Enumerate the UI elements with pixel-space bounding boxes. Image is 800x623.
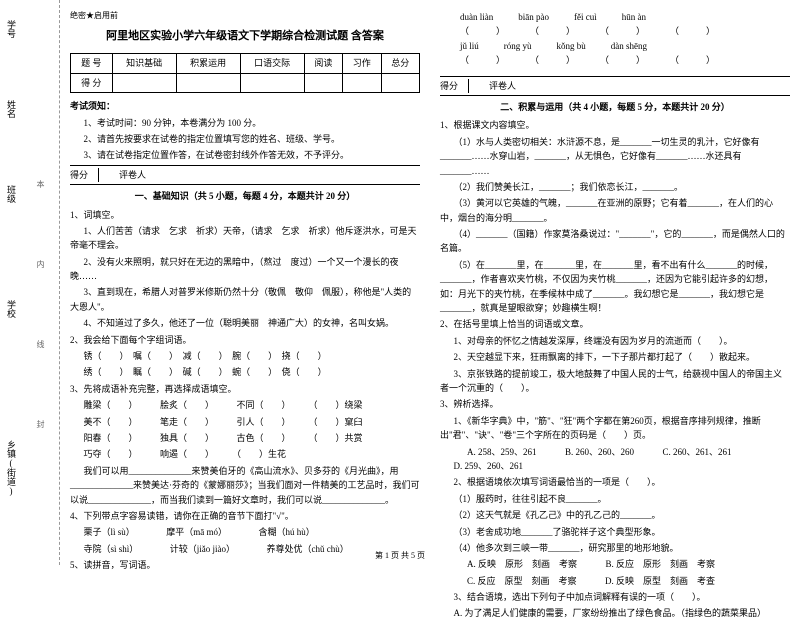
score-label: 得分: [440, 79, 458, 93]
part1-heading: 一、基础知识（共 5 小题，每题 4 分，本题共计 20 分）: [70, 189, 420, 203]
q1-3: 3、直到现在，希腊人对普罗米修斯仍然十分（敬佩 敬仰 佩服），称他是"人类的大恩…: [70, 285, 420, 314]
p2-q3-2item: （2）这天气就是《孔乙己》中的孔乙己的_______。: [440, 508, 790, 522]
p2-q3-opts2b: C. 反应 原型 刻画 考察D. 反映 原型 刻画 考查: [440, 574, 790, 588]
p2-q2-item: 1、对母亲的怀忆之情越发深厚，终端没有因为岁月的流逝而（ ）。: [440, 334, 790, 348]
p2-q1-item: （1）水与人类密切相关：水浒源不息，是_______一切生灵的乳汁，它好像有__…: [440, 135, 790, 178]
td: [304, 73, 342, 92]
p2-q2: 2、在括号里填上恰当的词语或文章。: [440, 317, 790, 331]
binding-label-xuehao: 学号: [5, 20, 18, 38]
binding-label-xingming: 姓名: [5, 100, 18, 118]
th: 阅读: [304, 54, 342, 73]
td: [240, 73, 304, 92]
p2-q3-2item: （3）老舍成功地_______了骆驼祥子这个典型形象。: [440, 525, 790, 539]
page-footer: 第 1 页 共 5 页: [0, 550, 800, 561]
pinyin-parens-1: （ ）（ ）（ ）（ ）: [460, 24, 790, 38]
pinyin-parens-2: （ ）（ ）（ ）（ ）: [460, 53, 790, 67]
q3-row: 阳春（ ） 独具（ ） 古色（ ） （ ）共赏: [70, 431, 420, 445]
score-reviewer-box-2: 得分 评卷人: [440, 76, 790, 96]
confidential-tag: 绝密★启用前: [70, 10, 420, 23]
score-reviewer-box: 得分 评卷人: [70, 165, 420, 185]
score-table: 题 号 知识基础 积累运用 口语交际 阅读 习作 总分 得 分: [70, 53, 420, 93]
q4-row: 栗子（lì sù） 摩平（mā mó） 含糊（hú hù）: [70, 525, 420, 539]
binding-column: 学号 姓名 班级 学校 乡镇(街道) 本 内 线 封: [0, 0, 60, 565]
td: [343, 73, 381, 92]
table-row: 题 号 知识基础 积累运用 口语交际 阅读 习作 总分: [71, 54, 420, 73]
p2-q3-2item: （1）服药时，往往引起不良_______。: [440, 492, 790, 506]
q4: 4、下列带点字容易读错，请你在正确的音节下面打"√"。: [70, 509, 420, 523]
p2-q3-3: 3、结合语境，选出下列句子中加点词解释有误的一项（ ）。: [440, 590, 790, 604]
q2: 2、我会给下面每个字组词语。: [70, 333, 420, 347]
p2-q3-3a: A. 为了满足人们健康的需要，厂家纷纷推出了绿色食品。（指绿色的蔬菜果品）: [440, 606, 790, 620]
q3-paragraph: 我们可以用______________来赞美伯牙的《高山流水》、贝多芬的《月光曲…: [70, 464, 420, 507]
notice-item: 1、考试时间：90 分钟，本卷满分为 100 分。: [70, 116, 420, 130]
th: 题 号: [71, 54, 113, 73]
q2-row: 锈（ ） 嘱（ ） 减（ ） 腕（ ） 挠（ ）: [70, 349, 420, 363]
binding-label-banji: 班级: [5, 185, 18, 203]
table-row: 得 分: [71, 73, 420, 92]
th: 口语交际: [240, 54, 304, 73]
q1-2: 2、没有火来照明，就只好在无边的黑暗中，（熬过 度过）一个又一个漫长的夜晚……: [70, 255, 420, 284]
td: [176, 73, 240, 92]
p2-q1-item: （4）_______（国籍）作家莫洛桑说过："_______"，它的______…: [440, 227, 790, 256]
q2-row: 绣（ ） 瞩（ ） 碱（ ） 蜿（ ） 侥（ ）: [70, 365, 420, 379]
q3-row: 雕梁（ ） 脍炙（ ） 不同（ ） （ ）绕梁: [70, 398, 420, 412]
binding-marker-ben: 本: [35, 180, 46, 188]
p2-q2-item: 3、京张铁路的提前竣工，极大地鼓舞了中国人民的士气，给藐视中国人的帝国主义者一个…: [440, 367, 790, 396]
p2-q1-item: （2）我们赞美长江，_______；我们依恋长江，_______。: [440, 180, 790, 194]
q1-1: 1、人们苦苦（请求 乞求 祈求）天帝，（请求 乞求 祈求）他斥逐洪水，可是天帝毫…: [70, 224, 420, 253]
p2-q1: 1、根据课文内容填空。: [440, 118, 790, 132]
q3-row: 美不（ ） 笔走（ ） 引人（ ） （ ）窠臼: [70, 415, 420, 429]
binding-marker-feng: 封: [35, 420, 46, 428]
notice-item: 2、请首先按要求在试卷的指定位置填写您的姓名、班级、学号。: [70, 132, 420, 146]
p2-q3-2: 2、根据语境依次填写词语最恰当的一项是（ ）。: [440, 475, 790, 489]
page-content: 绝密★启用前 阿里地区实验小学六年级语文下学期综合检测试题 含答案 题 号 知识…: [70, 10, 790, 623]
q3: 3、先将成语补充完整，再选择成语填空。: [70, 382, 420, 396]
th: 习作: [343, 54, 381, 73]
exam-title: 阿里地区实验小学六年级语文下学期综合检测试题 含答案: [70, 28, 420, 46]
q1-4: 4、不知道过了多久，他还了一位（聪明美丽 神通广大）的女神，名叫女娲。: [70, 316, 420, 330]
binding-label-xiangzhen: 乡镇(街道): [5, 440, 18, 496]
th: 总分: [381, 54, 419, 73]
p2-q1-item: （3）黄河以它英雄的气魄，_______在亚洲的原野；它有着_______，在人…: [440, 196, 790, 225]
td: [381, 73, 419, 92]
part2-heading: 二、积累与运用（共 4 小题，每题 5 分，本题共计 20 分）: [440, 100, 790, 114]
right-column: duàn liànbiān pàofěi cuìhūn àn （ ）（ ）（ ）…: [440, 10, 790, 623]
binding-marker-xian: 线: [35, 340, 46, 348]
p2-q3-opts: A. 258、259、261B. 260、260、260C. 260、261、2…: [440, 445, 790, 474]
th: 积累运用: [176, 54, 240, 73]
q1: 1、词填空。: [70, 208, 420, 222]
notice-item: 3、请在试卷指定位置作答，在试卷密封线外作答无效，不予评分。: [70, 148, 420, 162]
p2-q3-1: 1、《新华字典》中，"筋"、"狂"两个字都在第260页，根据音序排列规律，推断出…: [440, 414, 790, 443]
pinyin-row-2: jǔ liúróng yùkǒng bùdàn shēng: [460, 39, 790, 53]
binding-label-xuexiao: 学校: [5, 300, 18, 318]
reviewer-label: 评卷人: [468, 79, 536, 93]
binding-marker-nei: 内: [35, 260, 46, 268]
td: [112, 73, 176, 92]
p2-q3: 3、辨析选择。: [440, 397, 790, 411]
p2-q1-item: （5）在_______里，在_______里，在_______里，看不出有什么_…: [440, 258, 790, 316]
td: 得 分: [71, 73, 113, 92]
reviewer-label: 评卷人: [98, 168, 166, 182]
th: 知识基础: [112, 54, 176, 73]
score-label: 得分: [70, 168, 88, 182]
pinyin-row-1: duàn liànbiān pàofěi cuìhūn àn: [460, 10, 790, 24]
left-column: 绝密★启用前 阿里地区实验小学六年级语文下学期综合检测试题 含答案 题 号 知识…: [70, 10, 420, 623]
notice-heading: 考试须知：: [70, 99, 420, 113]
q3-row: 巧夺（ ） 响遏（ ） （ ）生花: [70, 447, 420, 461]
p2-q2-item: 2、天空越显下来，狂雨飘离的排下，一下子那片都打起了（ ）散起来。: [440, 350, 790, 364]
